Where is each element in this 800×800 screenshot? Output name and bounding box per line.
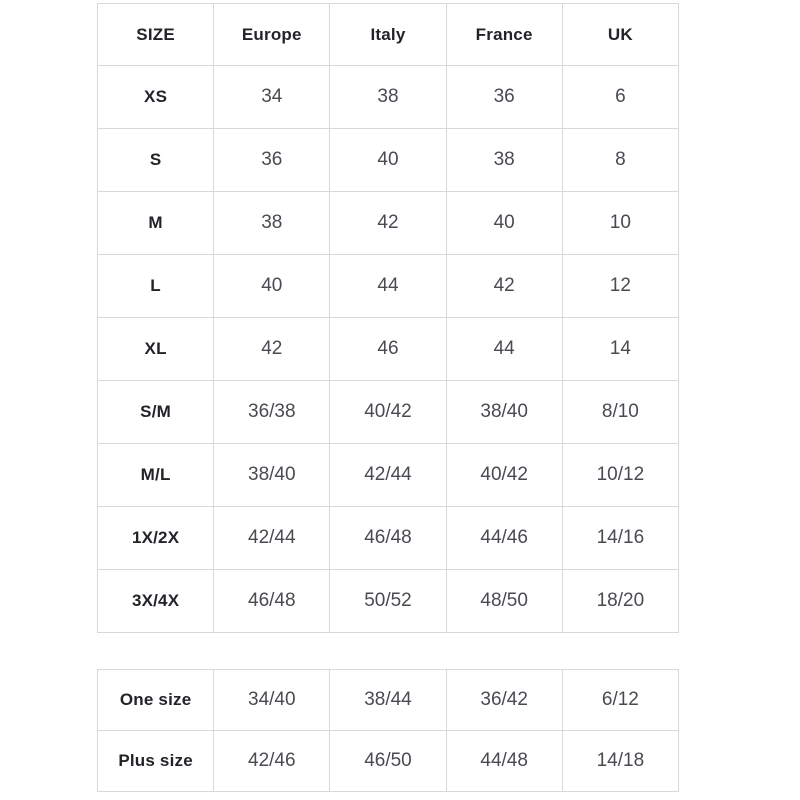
size-value-cell: 40/42	[445, 443, 563, 507]
size-value-cell: 38/44	[329, 669, 447, 731]
size-label-cell: 1X/2X	[96, 506, 215, 570]
table-row: S/M 36/38 40/42 38/40 8/10	[96, 380, 680, 444]
size-value-cell: 36	[213, 128, 331, 192]
column-header-cell: France	[445, 3, 563, 66]
size-value-cell: 38/40	[213, 443, 331, 507]
table-row: XS 34 38 36 6	[96, 65, 680, 129]
table-row: XL 42 46 44 14	[96, 317, 680, 381]
size-value-cell: 14	[561, 317, 680, 381]
size-value-cell: 44	[445, 317, 563, 381]
table-row: L 40 44 42 12	[96, 254, 680, 318]
size-value-cell: 14/16	[561, 506, 680, 570]
size-value-cell: 40	[329, 128, 447, 192]
size-value-cell: 42	[329, 191, 447, 255]
size-label-cell: M/L	[96, 443, 215, 507]
table-row: 3X/4X 46/48 50/52 48/50 18/20	[96, 569, 680, 633]
size-value-cell: 40/42	[329, 380, 447, 444]
size-value-cell: 12	[561, 254, 680, 318]
size-value-cell: 10	[561, 191, 680, 255]
header-row: SIZE Europe Italy France UK	[96, 3, 680, 66]
size-value-cell: 40	[213, 254, 331, 318]
main-size-table-body: XS 34 38 36 6 S 36 40 38 8 M 38 42 40 10 L 40 44 42 12 XL 42 4…	[96, 65, 680, 633]
table-row: M/L 38/40 42/44 40/42 10/12	[96, 443, 680, 507]
size-value-cell: 44/48	[445, 730, 563, 792]
size-label-cell: XS	[96, 65, 215, 129]
table-row: S 36 40 38 8	[96, 128, 680, 192]
column-header-cell: Italy	[329, 3, 447, 66]
size-value-cell: 36/38	[213, 380, 331, 444]
size-value-cell: 38	[213, 191, 331, 255]
main-size-table-header: SIZE Europe Italy France UK	[96, 3, 680, 66]
size-label-cell: XL	[96, 317, 215, 381]
size-label-cell: L	[96, 254, 215, 318]
size-label-cell: Plus size	[96, 730, 215, 792]
special-size-table: One size 34/40 38/44 36/42 6/12 Plus size 42/4…	[96, 669, 680, 792]
special-size-table-body: One size 34/40 38/44 36/42 6/12 Plus size 42/4…	[96, 669, 680, 792]
size-value-cell: 42/46	[213, 730, 331, 792]
table-gap-spacer	[97, 633, 679, 669]
size-value-cell: 38	[445, 128, 563, 192]
size-label-cell: 3X/4X	[96, 569, 215, 633]
column-header-cell: Europe	[213, 3, 331, 66]
size-value-cell: 46/48	[329, 506, 447, 570]
size-value-cell: 50/52	[329, 569, 447, 633]
size-value-cell: 36/42	[445, 669, 563, 731]
size-label-cell: One size	[96, 669, 215, 731]
size-value-cell: 42/44	[329, 443, 447, 507]
size-value-cell: 36	[445, 65, 563, 129]
size-value-cell: 8/10	[561, 380, 680, 444]
size-value-cell: 42	[445, 254, 563, 318]
size-value-cell: 6	[561, 65, 680, 129]
size-value-cell: 34	[213, 65, 331, 129]
table-row: 1X/2X 42/44 46/48 44/46 14/16	[96, 506, 680, 570]
size-value-cell: 10/12	[561, 443, 680, 507]
size-label-cell: S	[96, 128, 215, 192]
size-value-cell: 14/18	[561, 730, 680, 792]
size-value-cell: 34/40	[213, 669, 331, 731]
table-row: One size 34/40 38/44 36/42 6/12	[96, 669, 680, 731]
size-value-cell: 48/50	[445, 569, 563, 633]
size-label-cell: M	[96, 191, 215, 255]
column-header-cell: UK	[561, 3, 680, 66]
size-conversion-chart: SIZE Europe Italy France UK XS 34 38 36 6 S 36…	[96, 3, 680, 792]
size-label-cell: S/M	[96, 380, 215, 444]
size-value-cell: 8	[561, 128, 680, 192]
size-value-cell: 46/48	[213, 569, 331, 633]
size-value-cell: 6/12	[561, 669, 680, 731]
size-value-cell: 42/44	[213, 506, 331, 570]
size-value-cell: 46/50	[329, 730, 447, 792]
size-value-cell: 18/20	[561, 569, 680, 633]
size-value-cell: 38	[329, 65, 447, 129]
size-value-cell: 40	[445, 191, 563, 255]
table-row: M 38 42 40 10	[96, 191, 680, 255]
main-size-table: SIZE Europe Italy France UK XS 34 38 36 6 S 36…	[96, 3, 680, 633]
size-value-cell: 38/40	[445, 380, 563, 444]
size-value-cell: 46	[329, 317, 447, 381]
size-value-cell: 44	[329, 254, 447, 318]
size-value-cell: 44/46	[445, 506, 563, 570]
table-row: Plus size 42/46 46/50 44/48 14/18	[96, 730, 680, 792]
column-header-cell: SIZE	[96, 3, 215, 66]
size-value-cell: 42	[213, 317, 331, 381]
